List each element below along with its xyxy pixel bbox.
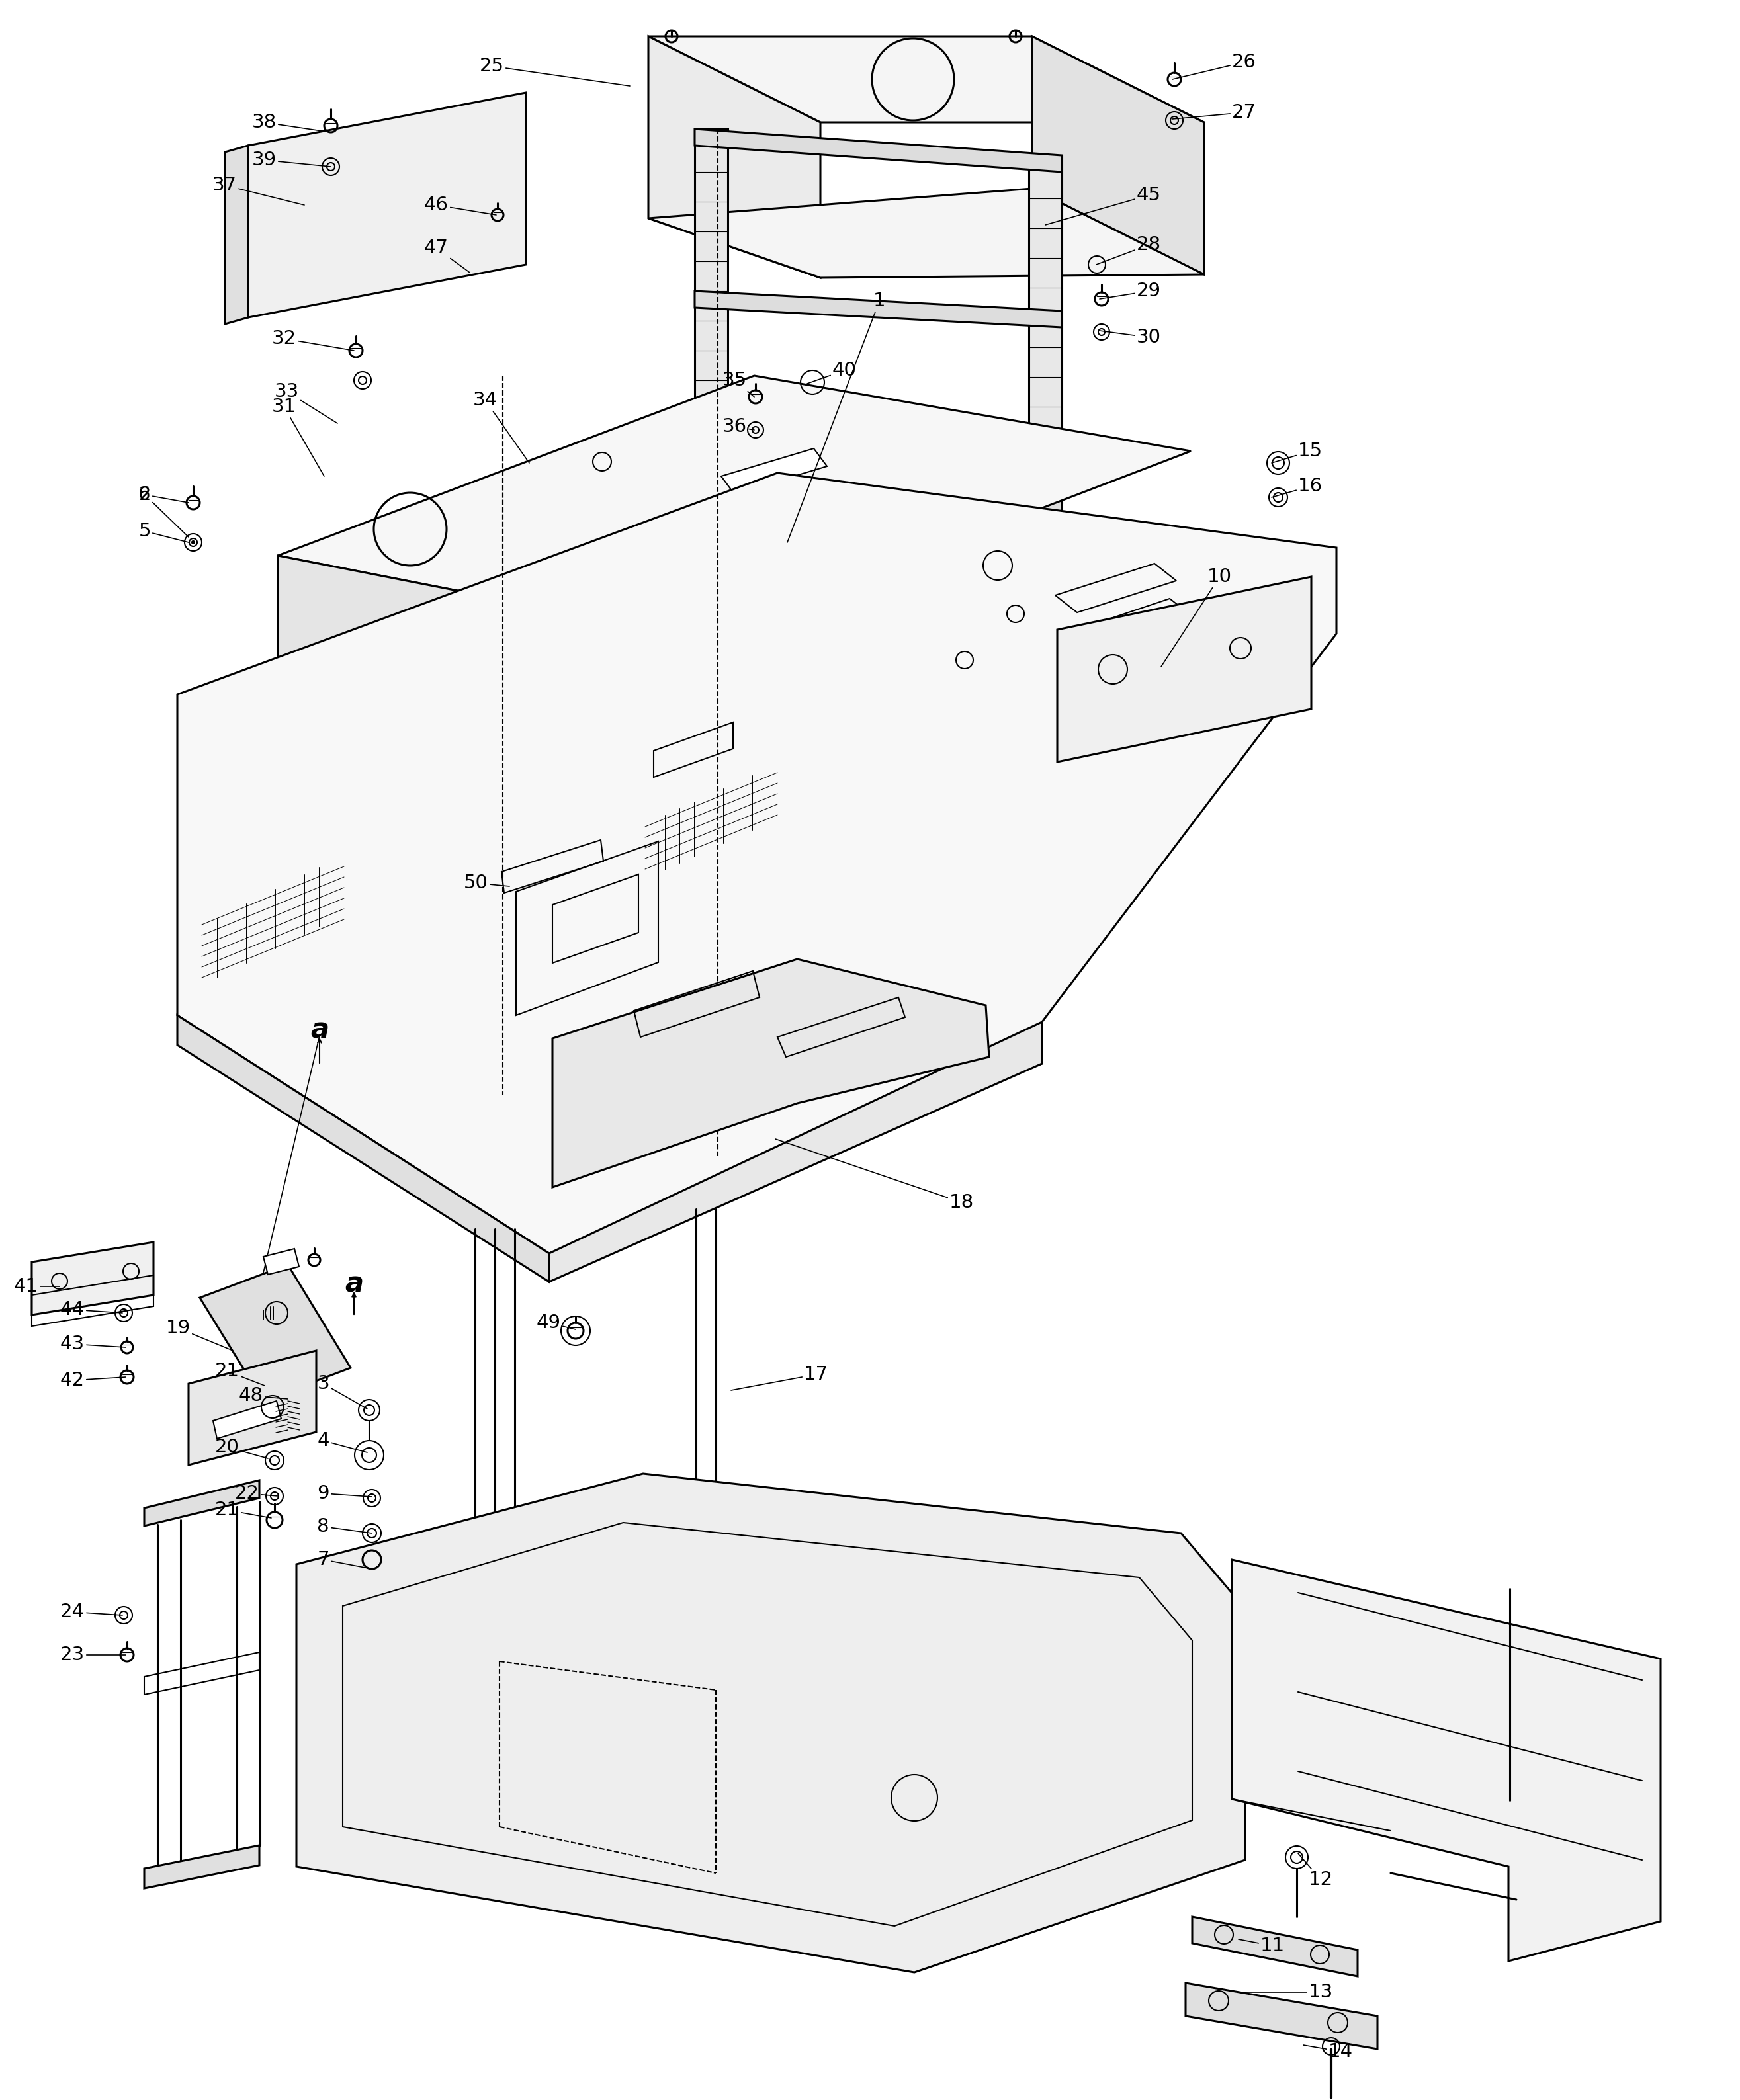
- Text: 17: 17: [731, 1365, 828, 1390]
- Polygon shape: [296, 1474, 1246, 1972]
- Polygon shape: [694, 477, 1061, 512]
- Text: 4: 4: [317, 1432, 367, 1453]
- Text: 18: 18: [776, 1138, 974, 1212]
- Text: 21: 21: [216, 1502, 271, 1518]
- Polygon shape: [144, 1480, 259, 1527]
- Polygon shape: [278, 376, 1190, 638]
- Polygon shape: [694, 128, 727, 502]
- Polygon shape: [1192, 1917, 1357, 1976]
- Text: 33: 33: [275, 382, 338, 424]
- Polygon shape: [263, 1250, 299, 1275]
- Polygon shape: [200, 1264, 351, 1401]
- Text: 12: 12: [1298, 1854, 1333, 1890]
- Polygon shape: [649, 189, 1204, 277]
- Text: 43: 43: [61, 1336, 125, 1352]
- Polygon shape: [1185, 1982, 1378, 2050]
- Text: 46: 46: [425, 195, 496, 214]
- Text: 14: 14: [1303, 2043, 1354, 2060]
- Text: 5: 5: [139, 523, 188, 542]
- Text: 32: 32: [271, 330, 353, 351]
- Polygon shape: [649, 36, 1204, 122]
- Polygon shape: [649, 36, 820, 277]
- Polygon shape: [177, 473, 1336, 1254]
- Circle shape: [191, 542, 195, 544]
- Polygon shape: [144, 1846, 259, 1888]
- Text: 19: 19: [165, 1319, 233, 1350]
- Text: 7: 7: [317, 1550, 372, 1569]
- Text: 44: 44: [61, 1300, 122, 1319]
- Text: 21: 21: [216, 1363, 264, 1386]
- Text: 41: 41: [14, 1277, 59, 1296]
- Text: 6: 6: [139, 485, 188, 504]
- Text: 10: 10: [1161, 567, 1232, 666]
- Text: 15: 15: [1272, 441, 1322, 462]
- Text: 40: 40: [807, 361, 856, 384]
- Text: 30: 30: [1100, 328, 1161, 346]
- Polygon shape: [1032, 36, 1204, 275]
- Text: 11: 11: [1239, 1936, 1284, 1955]
- Text: 39: 39: [252, 151, 331, 170]
- Text: 9: 9: [317, 1485, 372, 1504]
- Text: 38: 38: [252, 113, 331, 132]
- Text: 45: 45: [1046, 187, 1161, 225]
- Text: 29: 29: [1100, 281, 1161, 300]
- Polygon shape: [278, 556, 701, 750]
- Polygon shape: [1058, 578, 1312, 762]
- Text: 48: 48: [238, 1386, 287, 1405]
- Polygon shape: [552, 960, 988, 1186]
- Text: 25: 25: [480, 57, 630, 86]
- Polygon shape: [694, 292, 1061, 328]
- Polygon shape: [31, 1241, 153, 1315]
- Text: 28: 28: [1096, 235, 1161, 265]
- Polygon shape: [212, 1401, 282, 1438]
- Text: 24: 24: [61, 1602, 122, 1621]
- Text: 37: 37: [212, 176, 304, 206]
- Text: a: a: [310, 1016, 329, 1044]
- Text: 31: 31: [271, 397, 324, 477]
- Polygon shape: [1232, 1560, 1660, 1961]
- Text: 1: 1: [786, 292, 886, 542]
- Text: 27: 27: [1173, 103, 1256, 122]
- Text: 23: 23: [61, 1646, 125, 1663]
- Text: 22: 22: [235, 1485, 278, 1504]
- Polygon shape: [1028, 155, 1061, 502]
- Text: 3: 3: [317, 1373, 367, 1409]
- Polygon shape: [188, 1350, 317, 1466]
- Text: 35: 35: [722, 372, 753, 397]
- Polygon shape: [720, 449, 826, 493]
- Text: 26: 26: [1173, 53, 1256, 80]
- Polygon shape: [550, 1023, 1042, 1281]
- Text: 2: 2: [139, 485, 188, 538]
- Polygon shape: [177, 1014, 550, 1281]
- Polygon shape: [249, 92, 525, 317]
- Polygon shape: [224, 145, 249, 323]
- Text: 8: 8: [317, 1518, 372, 1535]
- Text: 50: 50: [465, 874, 510, 893]
- Text: 34: 34: [473, 391, 529, 462]
- Text: a: a: [345, 1270, 364, 1298]
- Text: 36: 36: [722, 418, 753, 437]
- Text: 13: 13: [1246, 1982, 1333, 2001]
- Text: 16: 16: [1272, 477, 1322, 498]
- Text: 20: 20: [216, 1438, 268, 1457]
- Text: 42: 42: [61, 1371, 125, 1390]
- Text: 49: 49: [536, 1315, 576, 1331]
- Text: 47: 47: [425, 239, 470, 273]
- Polygon shape: [694, 128, 1061, 172]
